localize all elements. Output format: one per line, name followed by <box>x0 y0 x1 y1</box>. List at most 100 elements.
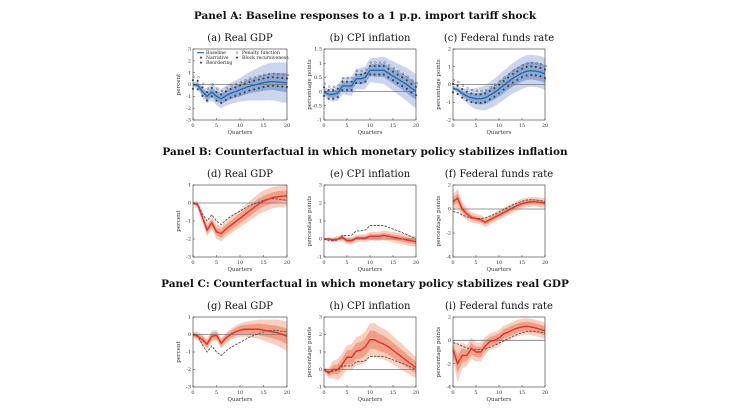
x-axis-label: Quarters <box>358 397 383 403</box>
penalty-function-marker <box>498 80 501 83</box>
penalty-function-marker <box>526 62 529 65</box>
x-tick-label: 15 <box>390 390 396 396</box>
penalty-function-marker <box>411 79 414 82</box>
narrative-marker <box>341 89 344 92</box>
penalty-function-marker <box>457 80 460 84</box>
reordering-marker <box>364 72 367 75</box>
reordering-marker <box>350 80 353 83</box>
narrative-marker <box>401 84 404 88</box>
penalty-function-marker <box>337 84 340 87</box>
penalty-function-marker <box>489 86 492 89</box>
penalty-function-marker <box>355 69 359 73</box>
subplot-title: (f) Federal funds rate <box>445 169 553 180</box>
outer-confidence-band <box>324 323 416 380</box>
reordering-marker <box>243 82 246 85</box>
x-tick-label: 10 <box>367 260 373 266</box>
reordering-marker <box>234 86 237 89</box>
narrative-marker <box>391 79 395 82</box>
y-tick-label: 0 <box>448 207 451 213</box>
x-tick-label: 5 <box>345 260 348 266</box>
narrative-marker <box>257 87 260 90</box>
penalty-function-marker <box>388 64 391 67</box>
narrative-marker <box>396 81 399 85</box>
penalty-function-marker <box>535 62 538 65</box>
narrative-marker <box>206 99 209 102</box>
reordering-marker <box>405 79 408 82</box>
x-tick-label: 15 <box>260 123 266 129</box>
narrative-marker <box>474 101 478 105</box>
subplot-title: (h) CPI inflation <box>330 301 411 312</box>
y-axis-label: percentage points <box>307 196 313 247</box>
narrative-marker <box>539 75 542 78</box>
penalty-function-marker <box>503 76 506 79</box>
reordering-marker <box>281 77 284 80</box>
x-tick-label: 5 <box>474 260 477 266</box>
penalty-function-marker <box>369 61 372 64</box>
y-tick-label: -1 <box>317 385 322 391</box>
reordering-marker <box>276 76 279 79</box>
x-tick-label: 15 <box>519 260 525 266</box>
inner-confidence-band <box>453 321 545 373</box>
narrative-marker <box>470 100 473 104</box>
baseline-line <box>452 69 546 100</box>
narrative-marker <box>520 76 524 79</box>
y-axis-label: percentage points <box>436 327 442 378</box>
y-tick-label: 1 <box>188 70 191 76</box>
penalty-function-marker <box>401 72 405 75</box>
narrative-marker <box>234 94 237 97</box>
penalty-function-marker <box>397 69 400 73</box>
panel-a-title: Panel A: Baseline responses to a 1 p.p. … <box>194 10 537 22</box>
subplot-title: (d) Real GDP <box>207 169 273 180</box>
narrative-marker <box>465 99 468 102</box>
x-tick-label: 5 <box>215 260 218 266</box>
reordering-marker <box>401 76 404 79</box>
reordering-marker <box>382 64 385 68</box>
y-tick-label: -4 <box>446 255 451 261</box>
plot-frame <box>452 184 546 258</box>
y-tick-label: 0 <box>188 332 191 338</box>
legend-entry: Narrative <box>206 55 229 61</box>
narrative-marker <box>229 96 232 99</box>
x-tick-label: 5 <box>474 390 477 396</box>
y-tick-label: 3 <box>319 183 322 189</box>
subplot-title: (i) Federal funds rate <box>445 301 553 312</box>
y-tick-label: 1 <box>188 183 191 189</box>
penalty-function-marker <box>360 69 363 73</box>
penalty-function-marker <box>521 64 524 67</box>
reordering-marker <box>368 64 372 68</box>
x-tick-label: 20 <box>284 390 290 396</box>
narrative-marker <box>484 100 487 104</box>
narrative-marker <box>507 84 510 88</box>
y-tick-label: 1 <box>319 61 322 67</box>
penalty-function-marker <box>475 89 478 92</box>
x-tick-label: 10 <box>496 390 502 396</box>
y-tick-label: -1 <box>186 94 191 100</box>
y-axis-label: percentage points <box>436 196 442 247</box>
narrative-marker <box>276 85 279 88</box>
narrative-marker <box>201 94 204 97</box>
x-tick-label: 10 <box>237 260 243 266</box>
narrative-marker <box>345 89 349 92</box>
inner-confidence-band <box>324 233 416 245</box>
penalty-function-marker <box>507 72 511 76</box>
reordering-marker <box>474 93 478 96</box>
narrative-marker <box>196 88 199 91</box>
baseline-dashed-line <box>192 329 288 357</box>
x-tick-label: 10 <box>496 123 502 129</box>
y-tick-label: 0 <box>319 367 322 373</box>
x-tick-label: 5 <box>474 123 477 129</box>
narrative-marker <box>511 81 514 84</box>
penalty-function-marker <box>461 84 465 87</box>
reordering-marker <box>345 80 349 83</box>
subplot-title: (g) Real GDP <box>207 301 273 312</box>
narrative-marker <box>220 101 223 105</box>
narrative-marker <box>271 84 274 87</box>
x-tick-label: 0 <box>191 390 194 396</box>
y-tick-label: -1 <box>317 255 322 261</box>
baseline-dashed-line <box>452 199 546 220</box>
penalty-function-marker <box>484 88 488 92</box>
